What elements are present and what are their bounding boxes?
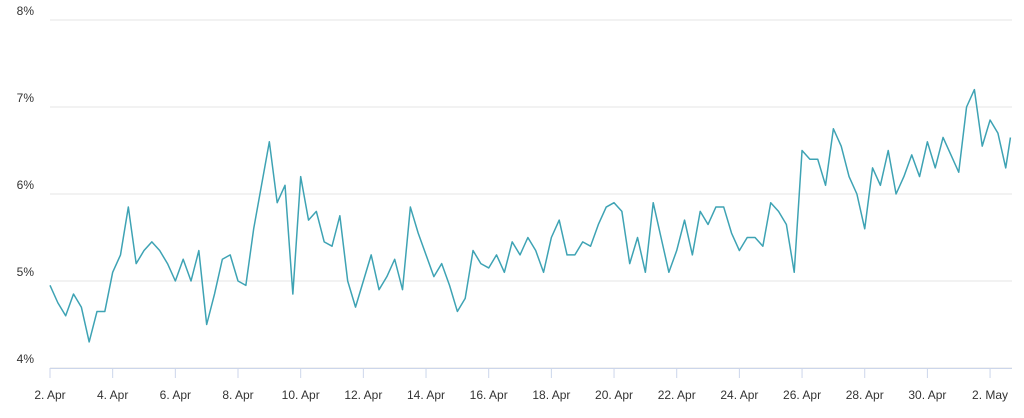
line [49, 88, 1012, 343]
x-tick-label: 26. Apr [783, 388, 821, 402]
x-tick-label: 8. Apr [222, 388, 253, 402]
x-tick-label: 10. Apr [282, 388, 320, 402]
x-tick-label: 24. Apr [720, 388, 758, 402]
x-tick-label: 6. Apr [160, 388, 191, 402]
x-tick-label: 18. Apr [532, 388, 570, 402]
y-tick-label: 6% [17, 178, 35, 192]
y-tick-label: 4% [17, 352, 35, 366]
y-tick-label: 7% [17, 91, 35, 105]
x-tick-label: 14. Apr [407, 388, 445, 402]
x-tick-label: 22. Apr [658, 388, 696, 402]
x-tick-label: 30. Apr [908, 388, 946, 402]
x-tick-label: 4. Apr [97, 388, 128, 402]
x-tick-label: 20. Apr [595, 388, 633, 402]
x-tick-label: 16. Apr [470, 388, 508, 402]
y-tick-label: 8% [17, 4, 35, 18]
x-tick-label: 2. May [972, 388, 1008, 402]
x-tick-label: 12. Apr [344, 388, 382, 402]
x-tick-label: 28. Apr [846, 388, 884, 402]
y-tick-label: 5% [17, 265, 35, 279]
x-tick-label: 2. Apr [34, 388, 65, 402]
